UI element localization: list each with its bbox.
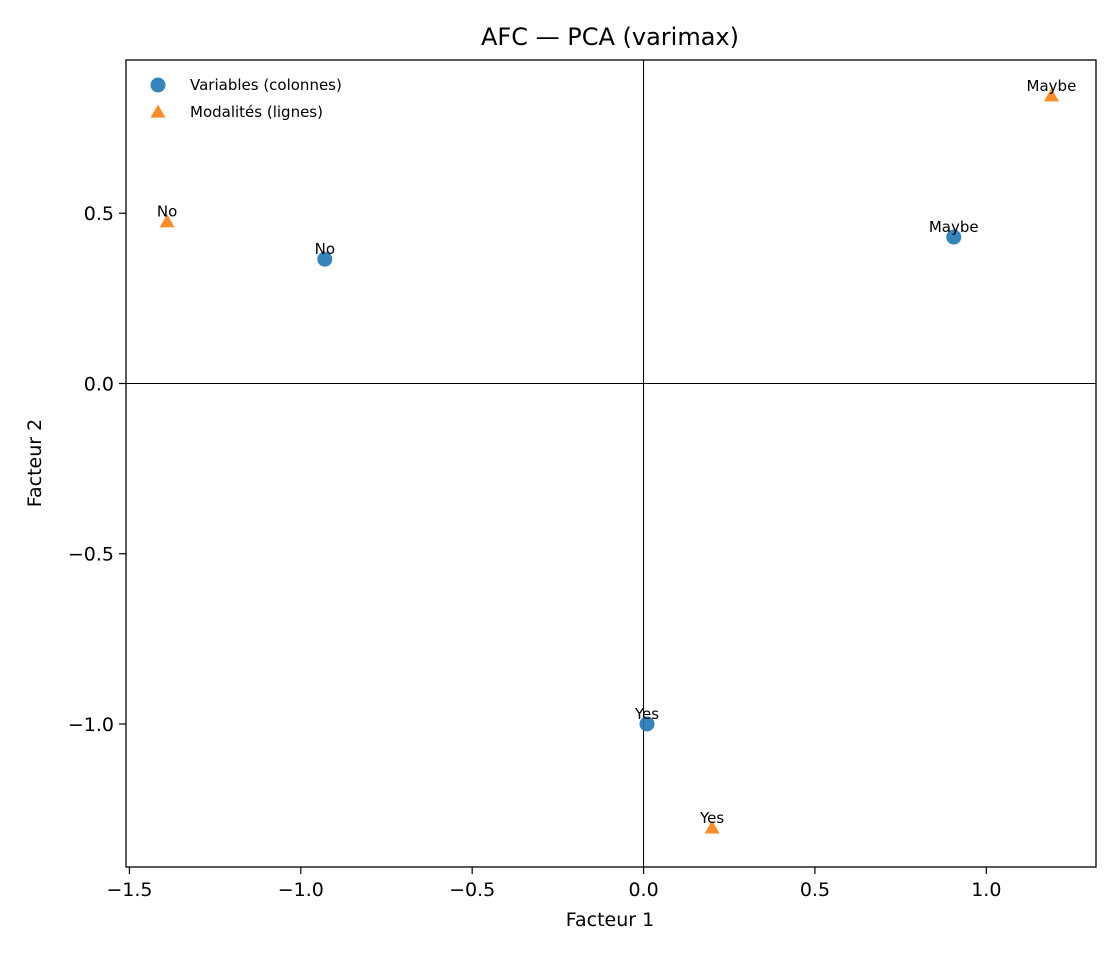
plot-area: No Maybe Yes No Maybe Yes −1.5 −1.0 −0.5 0.0 0.5 1.…	[68, 59, 1097, 901]
y-tick-label: −0.5	[68, 544, 114, 566]
y-axis-label: Facteur 2	[24, 419, 46, 507]
legend-triangle-swatch	[150, 104, 166, 118]
x-tick-label: 0.0	[628, 879, 658, 901]
point-label-maybe: Maybe	[929, 218, 979, 236]
legend-entry-1: Variables (colonnes)	[190, 76, 342, 94]
x-tick-label: −1.5	[106, 879, 152, 901]
x-tick-label: 0.5	[800, 879, 830, 901]
triangle-point-yes	[704, 820, 720, 834]
circle-point-maybe	[946, 229, 962, 245]
point-label-maybe: Maybe	[1027, 77, 1077, 95]
chart-title: AFC — PCA (varimax)	[481, 23, 739, 51]
x-tick-label: −1.0	[278, 879, 324, 901]
y-tick-label: 0.0	[84, 373, 114, 395]
legend: Variables (colonnes) Modalités (lignes)	[150, 76, 342, 121]
circle-point-yes	[639, 716, 655, 732]
x-tick-label: −0.5	[449, 879, 495, 901]
triangle-point-maybe	[1043, 88, 1059, 102]
triangle-point-no	[159, 214, 175, 228]
y-tick-label: 0.5	[84, 203, 114, 225]
x-axis-label: Facteur 1	[566, 909, 654, 931]
x-tick-label: 1.0	[971, 879, 1001, 901]
plot-frame	[125, 59, 1097, 868]
legend-entry-2: Modalités (lignes)	[190, 103, 323, 121]
point-label-yes: Yes	[634, 705, 659, 723]
circle-point-no	[317, 251, 333, 267]
y-tick-label: −1.0	[68, 714, 114, 736]
point-label-no: No	[157, 203, 177, 221]
point-label-no: No	[315, 240, 335, 258]
legend-circle-swatch	[150, 77, 166, 93]
point-label-yes: Yes	[699, 809, 724, 827]
